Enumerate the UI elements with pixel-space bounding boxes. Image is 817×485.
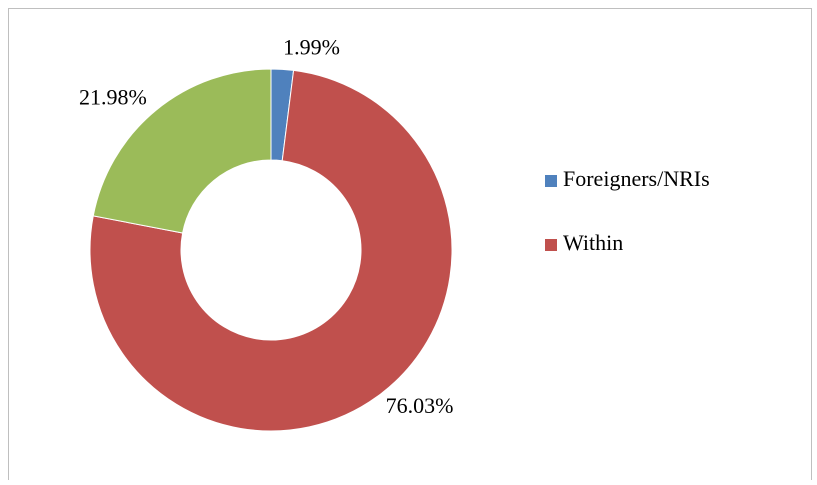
legend-label: Foreigners/NRIs [563, 166, 710, 191]
donut-slice [89, 69, 453, 432]
donut-slice [92, 68, 272, 234]
legend-swatch [545, 175, 557, 187]
data-label: 21.98% [79, 85, 147, 110]
data-label: 1.99% [283, 34, 340, 59]
data-label: 76.03% [386, 393, 454, 418]
legend-swatch [545, 239, 557, 251]
legend-label: Within [563, 230, 623, 255]
